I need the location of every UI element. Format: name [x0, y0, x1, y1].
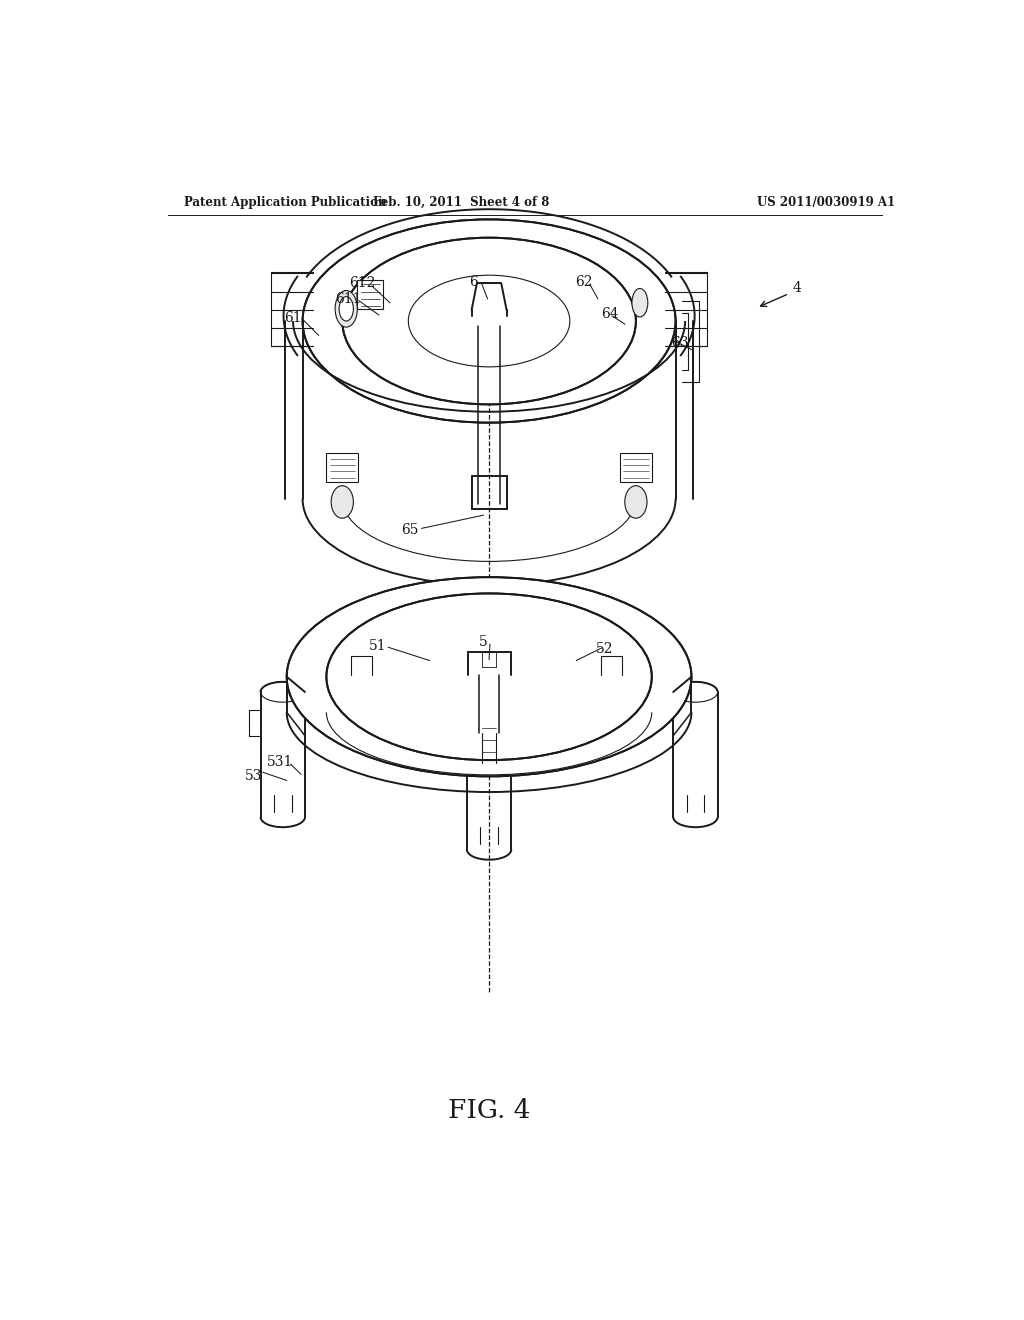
- Ellipse shape: [327, 594, 652, 760]
- Text: US 2011/0030919 A1: US 2011/0030919 A1: [758, 195, 895, 209]
- Text: 611: 611: [336, 292, 361, 306]
- Text: 61: 61: [285, 312, 302, 325]
- Ellipse shape: [331, 486, 353, 519]
- Bar: [327, 453, 358, 482]
- Text: Feb. 10, 2011  Sheet 4 of 8: Feb. 10, 2011 Sheet 4 of 8: [373, 195, 550, 209]
- Ellipse shape: [287, 577, 691, 776]
- Ellipse shape: [342, 238, 636, 404]
- Text: 4: 4: [793, 281, 802, 296]
- Text: 63: 63: [671, 337, 688, 350]
- Bar: [620, 453, 651, 482]
- Text: Patent Application Publication: Patent Application Publication: [183, 195, 386, 209]
- Text: FIG. 4: FIG. 4: [447, 1098, 530, 1123]
- Bar: [357, 280, 383, 309]
- Ellipse shape: [260, 682, 305, 702]
- Text: 62: 62: [575, 276, 593, 289]
- Text: 5: 5: [479, 635, 487, 649]
- Text: 52: 52: [595, 643, 613, 656]
- Text: 531: 531: [267, 755, 294, 770]
- Ellipse shape: [303, 219, 676, 422]
- Ellipse shape: [625, 486, 647, 519]
- Text: 51: 51: [370, 639, 387, 653]
- Ellipse shape: [673, 682, 718, 702]
- Text: 612: 612: [349, 276, 376, 290]
- Text: 64: 64: [601, 308, 618, 321]
- Text: 53: 53: [245, 770, 262, 783]
- Ellipse shape: [632, 289, 648, 317]
- Text: 6: 6: [469, 276, 477, 289]
- Text: 65: 65: [401, 524, 419, 537]
- Ellipse shape: [467, 702, 511, 722]
- Ellipse shape: [339, 297, 353, 321]
- Ellipse shape: [335, 290, 357, 327]
